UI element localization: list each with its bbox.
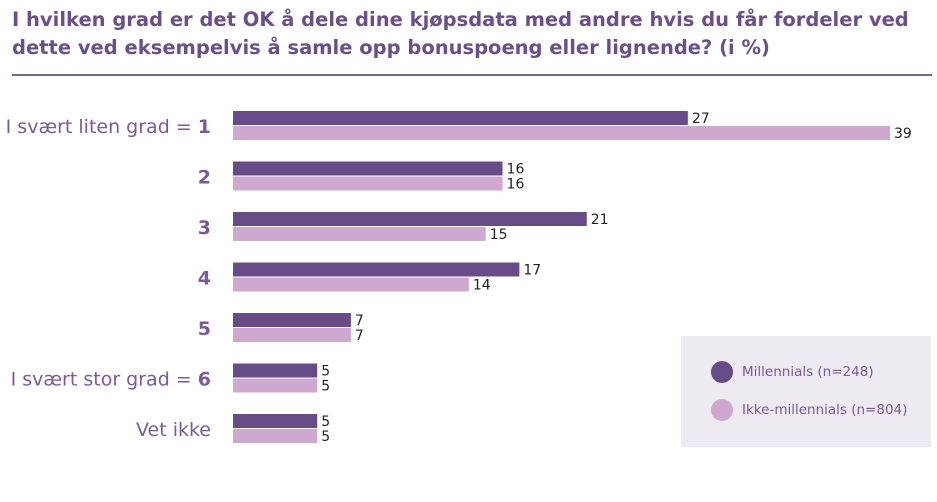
data-label: 5 xyxy=(321,414,330,430)
category-label: 2 xyxy=(198,167,211,189)
category-label: 5 xyxy=(198,318,211,340)
data-label: 16 xyxy=(507,177,525,193)
data-label: 21 xyxy=(591,212,609,228)
category-label: 3 xyxy=(198,217,211,239)
bar xyxy=(233,161,503,176)
bar xyxy=(233,429,318,443)
category-label: 4 xyxy=(198,268,211,290)
data-label: 7 xyxy=(355,313,364,329)
bar xyxy=(233,212,587,226)
bar xyxy=(233,277,469,292)
bar xyxy=(233,227,486,241)
bar xyxy=(233,111,688,125)
data-label: 14 xyxy=(473,278,491,294)
data-label: 15 xyxy=(490,227,508,243)
bar xyxy=(233,313,351,327)
data-label: 5 xyxy=(321,429,330,445)
category-label: I svært stor grad = 6 xyxy=(11,369,211,391)
data-label: 7 xyxy=(355,328,364,344)
data-label: 39 xyxy=(894,126,912,142)
bar xyxy=(233,378,318,393)
title-divider xyxy=(12,74,932,76)
data-label: 17 xyxy=(523,263,541,279)
data-label: 5 xyxy=(321,379,330,395)
legend: Millennials (n=248) Ikke-millennials (n=… xyxy=(681,336,931,447)
legend-swatch-millennials xyxy=(711,361,733,383)
legend-swatch-ikke-millennials xyxy=(711,399,733,421)
bar xyxy=(233,328,351,342)
data-label: 27 xyxy=(692,111,710,127)
bar xyxy=(233,414,318,428)
category-label: Vet ikke xyxy=(136,419,211,441)
legend-item-ikke-millennials: Ikke-millennials (n=804) xyxy=(711,399,907,421)
data-label: 16 xyxy=(507,162,525,178)
category-label: I svært liten grad = 1 xyxy=(6,116,211,138)
bar xyxy=(233,126,890,140)
legend-label-millennials: Millennials (n=248) xyxy=(742,364,874,380)
legend-item-millennials: Millennials (n=248) xyxy=(711,361,874,383)
bar xyxy=(233,176,503,191)
bar xyxy=(233,262,520,277)
chart-title: I hvilken grad er det OK å dele dine kjø… xyxy=(12,8,909,59)
legend-label-ikke-millennials: Ikke-millennials (n=804) xyxy=(742,402,908,418)
data-label: 5 xyxy=(321,364,330,380)
bar xyxy=(233,363,318,378)
